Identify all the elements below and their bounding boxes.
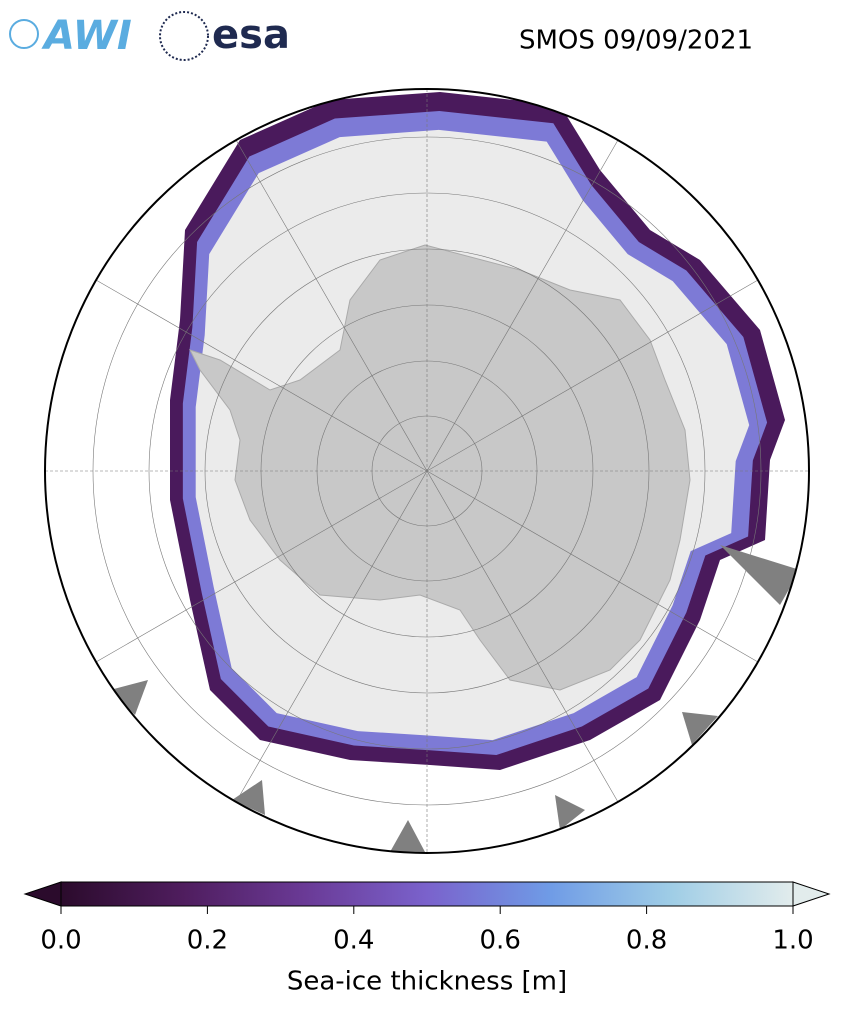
colorbar-body: [60, 881, 794, 907]
graticule: [45, 89, 809, 853]
esa-icon: [159, 11, 209, 61]
esa-logo: esa: [212, 12, 290, 58]
colorbar-tick-label: 0.4: [333, 926, 374, 956]
colorbar-extend-high: [792, 881, 831, 907]
colorbar-tick-label: 0.6: [480, 926, 521, 956]
antarctica: [189, 244, 691, 691]
map-frame: [44, 88, 810, 854]
logos: AWI esa: [9, 11, 290, 61]
colorbar-tick-label: 0.2: [187, 926, 228, 956]
colorbar-tick-label: 1.0: [772, 926, 813, 956]
landmasses: [110, 545, 800, 852]
colorbar-extend-low: [23, 881, 62, 907]
map: [45, 89, 809, 853]
colorbar: [23, 881, 831, 914]
colorbar-tick-label: 0.0: [40, 926, 81, 956]
colorbar-tick-label: 0.8: [626, 926, 667, 956]
awi-globe: [9, 19, 39, 49]
awi-logo: AWI: [41, 13, 132, 59]
title: SMOS 09/09/2021: [519, 26, 753, 56]
colorbar-label: Sea-ice thickness [m]: [287, 967, 567, 997]
